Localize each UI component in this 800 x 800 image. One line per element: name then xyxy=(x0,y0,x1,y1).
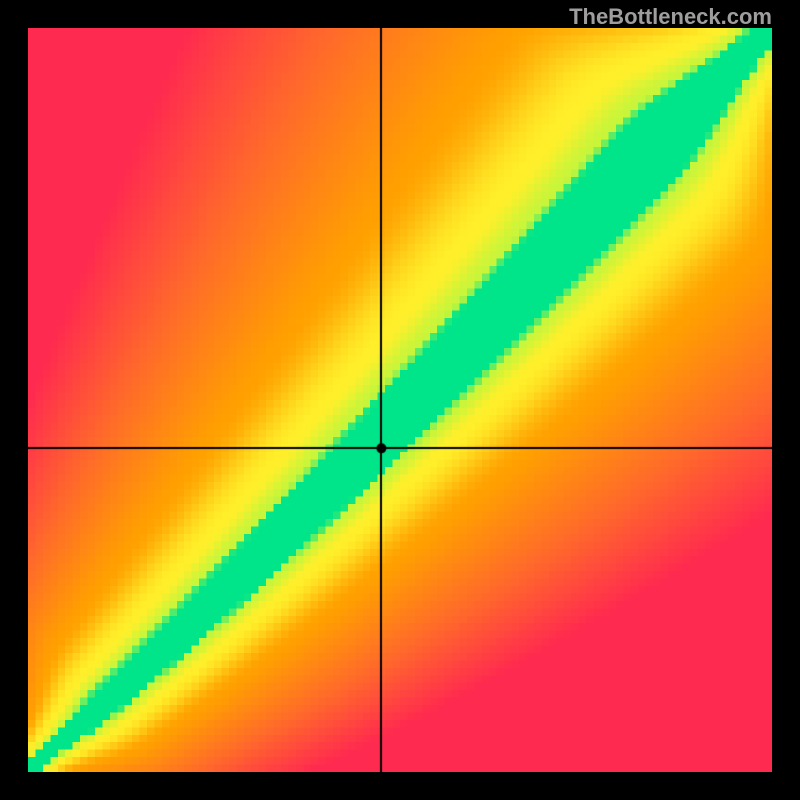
watermark-text: TheBottleneck.com xyxy=(569,4,772,30)
crosshair-overlay xyxy=(28,28,772,772)
chart-container: TheBottleneck.com xyxy=(0,0,800,800)
